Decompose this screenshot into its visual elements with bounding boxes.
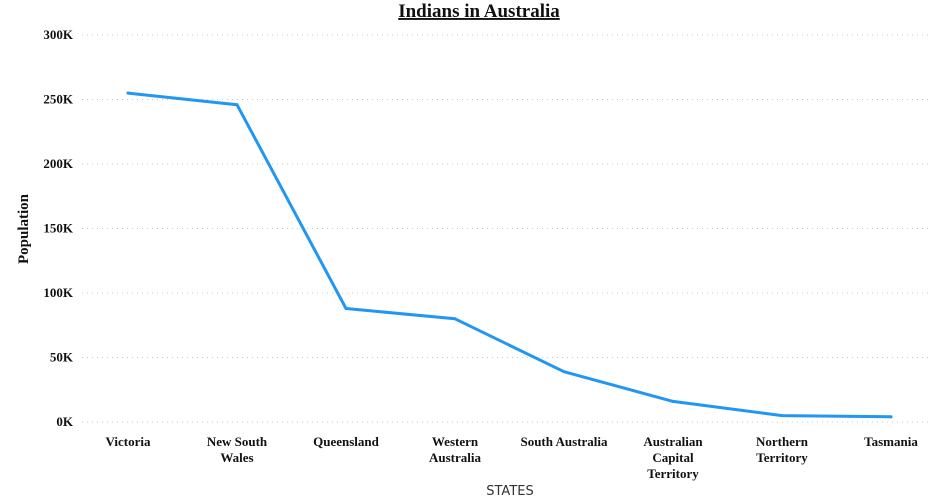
data-point (235, 103, 239, 107)
y-tick-label: 200K (43, 156, 74, 171)
data-point (671, 399, 675, 403)
y-tick-label: 300K (43, 27, 74, 42)
data-point (562, 370, 566, 374)
series-layer (126, 91, 893, 419)
x-tick-label: Victoria (106, 434, 151, 449)
x-tick-label: New South Wales (207, 434, 268, 465)
data-point (344, 306, 348, 310)
x-tick-label: South Australia (520, 434, 608, 449)
chart-title: Indians in Australia (398, 1, 560, 22)
y-tick-label: 100K (43, 285, 74, 300)
y-tick-label: 0K (56, 414, 74, 429)
x-tick-label: Western Australia (429, 434, 482, 465)
data-point (453, 317, 457, 321)
data-point (889, 415, 893, 419)
y-tick-label: 150K (43, 221, 74, 236)
y-axis-label: Population (16, 193, 32, 264)
x-tick-label: Northern Territory (756, 434, 809, 465)
x-axis-ticks: Victoria New South Wales Queensland Western A… (106, 434, 919, 481)
data-point (780, 414, 784, 418)
grid-lines (82, 34, 930, 423)
x-tick-label: Tasmania (864, 434, 918, 449)
x-tick-label: Australian Capital Territory (643, 434, 703, 481)
x-tick-label: Queensland (313, 434, 380, 449)
series-line (126, 91, 893, 419)
y-axis-ticks: 0K 50K 100K 150K 200K 250K 300K (43, 27, 74, 429)
x-axis-label: STATES (486, 484, 533, 499)
y-tick-label: 250K (43, 92, 74, 107)
data-point (126, 91, 130, 95)
y-tick-label: 50K (50, 350, 74, 365)
